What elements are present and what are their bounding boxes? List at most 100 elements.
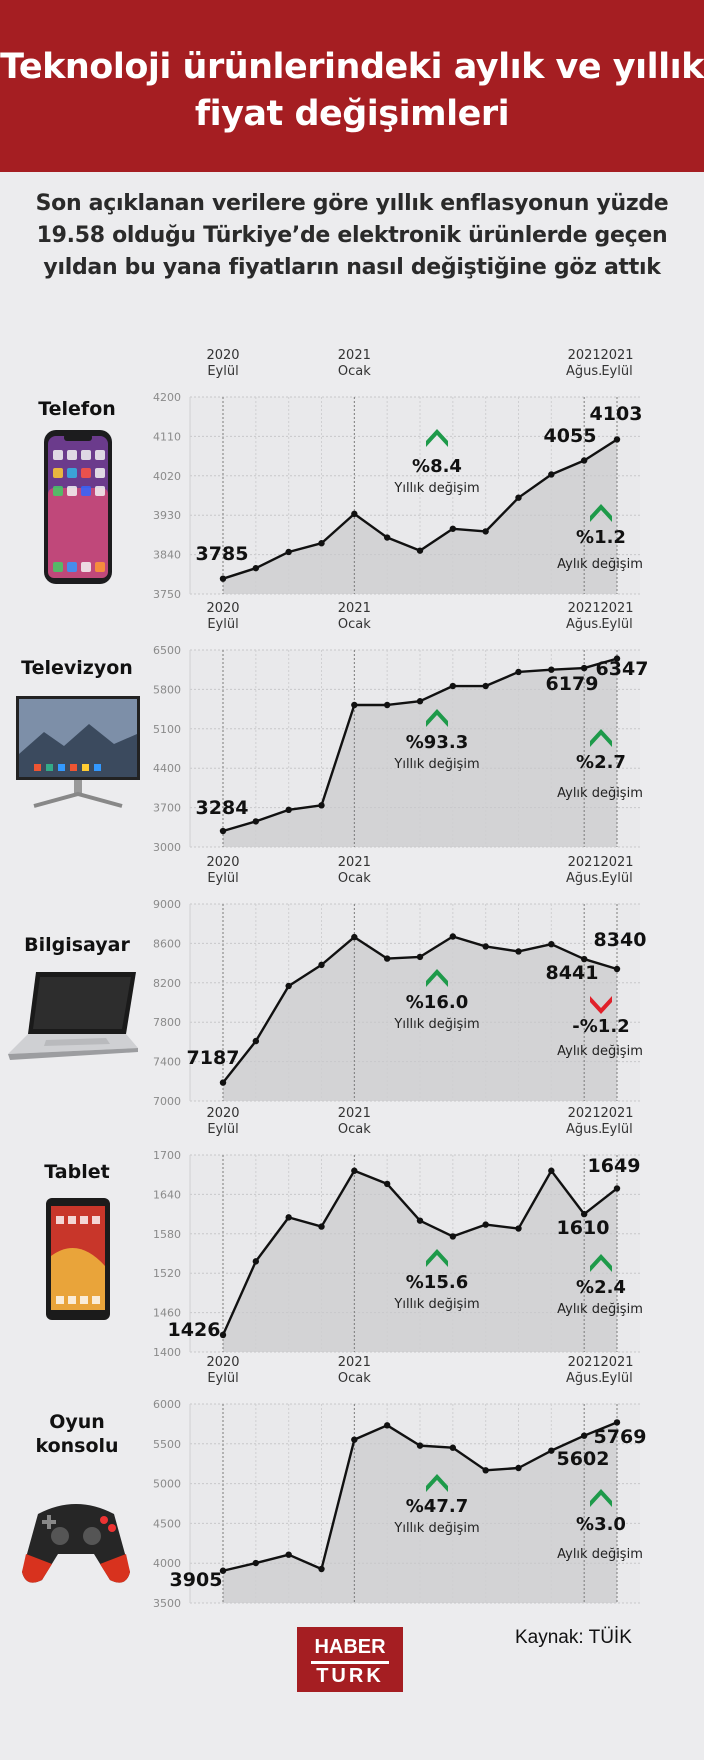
x-tick-year: 2021 [600,855,633,870]
x-tick-year: 2021 [600,1106,633,1121]
data-point [416,953,424,961]
data-point [613,1419,621,1426]
x-tick-month: Ağus. [566,871,602,886]
data-label: 4055 [544,425,597,447]
data-point [318,802,325,809]
data-point [383,1422,391,1429]
annual-change-label: Yıllık değişim [393,757,479,772]
x-tick-month: Eylül [207,1122,238,1137]
area-fill [223,439,617,594]
x-tick-month: Ocak [338,871,371,886]
data-point [351,933,358,941]
data-label: 8441 [546,962,599,984]
y-tick-label: 1580 [153,1228,181,1241]
annual-change-value: %8.4 [412,456,462,477]
y-tick-label: 8600 [153,937,181,950]
y-tick-label: 5500 [153,1438,181,1451]
y-tick-label: 4110 [153,430,181,443]
x-tick-year: 2021 [568,855,601,870]
x-tick-month: Eylül [207,617,238,632]
data-point [285,1214,292,1221]
data-point [613,436,621,443]
arrow-up-icon [426,709,448,727]
data-point [285,982,292,990]
y-tick-label: 7000 [153,1095,181,1108]
data-point [613,1185,621,1192]
data-point [318,961,325,969]
monthly-change-label: Aylık değişim [557,1044,643,1059]
x-tick-month: Eylül [207,871,238,886]
x-tick-month: Ocak [338,1122,371,1137]
monthly-change-value: %2.7 [576,752,626,773]
arrow-down-icon [590,996,612,1014]
data-point [580,457,588,464]
data-point [285,548,292,556]
category-label-televizyon: Televizyon [21,657,133,679]
x-tick-year: 2020 [206,855,239,870]
category-label-bilgisayar: Bilgisayar [24,934,130,956]
x-tick-month: Eylül [601,871,632,886]
x-tick-month: Eylül [601,364,632,379]
data-point [252,1258,260,1265]
monthly-change-label: Aylık değişim [557,1547,643,1562]
chart-tablet: 1400146015201580164017002020Eylül2021Oca… [153,1106,643,1359]
monthly-change-value: -%1.2 [572,1016,629,1037]
data-point [449,682,457,690]
data-point [580,664,588,672]
x-tick-month: Eylül [207,1371,238,1386]
data-point [219,1079,227,1086]
data-point [285,806,292,814]
y-tick-label: 6500 [153,644,181,657]
y-tick-label: 4500 [153,1517,181,1530]
data-point [351,510,358,518]
monthly-change-value: %1.2 [576,527,626,548]
y-tick-label: 8200 [153,977,181,990]
y-tick-label: 3930 [153,509,181,522]
x-tick-year: 2021 [568,1355,601,1370]
data-label: 3905 [170,1569,223,1591]
x-tick-year: 2021 [568,601,601,616]
data-point [548,1447,555,1454]
x-tick-year: 2021 [338,348,371,363]
x-tick-year: 2020 [206,1106,239,1121]
annual-change-label: Yıllık değişim [393,1017,479,1032]
x-tick-month: Eylül [601,1122,632,1137]
data-label: 7187 [187,1047,240,1069]
chart-oyun-konsolu: 3500400045005000550060002020Eylül2021Oca… [153,1355,646,1610]
data-point [285,1551,292,1558]
x-tick-month: Ocak [338,617,371,632]
data-point [383,701,391,709]
x-tick-month: Ağus. [566,364,602,379]
category-label-telefon: Telefon [38,398,116,420]
x-tick-year: 2021 [338,601,371,616]
data-point [318,1223,325,1230]
logo-text-haber: HABER [314,1636,386,1658]
data-point [482,528,489,535]
data-label: 3785 [196,543,249,565]
y-tick-label: 3500 [153,1597,181,1610]
x-tick-year: 2020 [206,348,239,363]
x-tick-year: 2021 [568,348,601,363]
data-point [449,933,457,940]
data-point [482,682,489,690]
y-tick-label: 5800 [153,683,181,696]
data-point [351,1436,358,1443]
annual-change-value: %15.6 [406,1272,468,1293]
data-label: 6347 [596,658,649,680]
arrow-up-icon [590,1489,612,1507]
x-tick-year: 2021 [600,348,633,363]
data-point [416,1442,424,1449]
data-point [449,1444,457,1451]
data-point [416,547,424,554]
data-point [482,1467,489,1474]
data-point [252,1559,260,1567]
data-point [219,1567,227,1574]
data-point [580,1210,588,1218]
chart-bilgisayar: 7000740078008200860090002020Eylül2021Oca… [153,855,646,1108]
data-label: 5602 [557,1448,610,1470]
annual-change-label: Yıllık değişim [393,1521,479,1536]
data-point [613,655,621,662]
y-tick-label: 5100 [153,723,181,736]
x-tick-month: Ocak [338,364,371,379]
